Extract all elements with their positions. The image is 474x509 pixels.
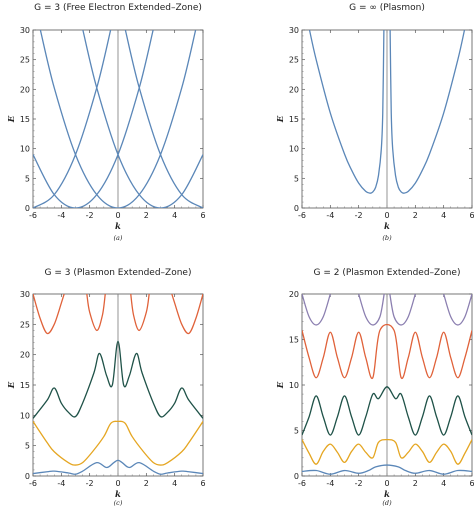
chart-panel-2: G = 3 (Plasmon Extended–Zone) -6 -4 -2 0 2 4 6 0… xyxy=(7,268,206,507)
y-tick-label: 15 xyxy=(20,115,30,124)
y-tick-label: 0 xyxy=(25,204,30,213)
series-line-2 xyxy=(302,386,472,436)
x-tick-label: -4 xyxy=(57,479,65,488)
series-line-1 xyxy=(33,30,154,208)
series-line-3 xyxy=(302,323,472,380)
chart-title: G = 3 (Free Electron Extended–Zone) xyxy=(34,3,202,13)
y-tick-label: 15 xyxy=(20,381,30,390)
y-tick-label: 10 xyxy=(289,145,299,154)
y-tick-label: 25 xyxy=(20,56,30,65)
series-line-6 xyxy=(389,294,416,326)
x-tick-label: -6 xyxy=(29,211,37,220)
y-tick-label: 5 xyxy=(294,174,299,183)
chart-title: G = 3 (Plasmon Extended–Zone) xyxy=(45,268,192,278)
series-line-7 xyxy=(443,294,472,326)
y-tick-label: 20 xyxy=(289,290,299,299)
chart-title: G = ∞ (Plasmon) xyxy=(349,3,425,13)
y-axis-label: E xyxy=(276,381,286,389)
x-tick-label: -6 xyxy=(298,479,306,488)
series-line-1 xyxy=(389,30,466,194)
x-tick-label: 4 xyxy=(441,211,446,220)
x-axis-label: k xyxy=(115,490,121,500)
x-tick-label: 4 xyxy=(172,211,177,220)
y-tick-label: 5 xyxy=(25,442,30,451)
chart-title: G = 2 (Plasmon Extended–Zone) xyxy=(314,268,461,278)
x-tick-label: 2 xyxy=(144,211,149,220)
y-tick-label: 30 xyxy=(20,26,30,35)
series-line-1 xyxy=(302,438,472,465)
y-tick-label: 30 xyxy=(289,26,299,35)
x-tick-label: 0 xyxy=(384,211,389,220)
x-tick-label: 0 xyxy=(384,479,389,488)
y-tick-label: 10 xyxy=(20,145,30,154)
series-line-2 xyxy=(33,340,203,419)
x-tick-label: 2 xyxy=(144,479,149,488)
chart-panel-3: G = 2 (Plasmon Extended–Zone) -6 -4 -2 0 2 4 6 0… xyxy=(276,268,474,507)
y-tick-label: 20 xyxy=(20,85,30,94)
x-tick-label: -4 xyxy=(326,211,334,220)
y-tick-label: 5 xyxy=(294,427,299,436)
x-tick-label: 2 xyxy=(413,479,418,488)
x-tick-label: 6 xyxy=(469,479,474,488)
series-line-3 xyxy=(33,294,65,335)
panel-caption: (c) xyxy=(114,499,123,507)
y-tick-label: 0 xyxy=(294,472,299,481)
x-axis-label: k xyxy=(384,222,390,232)
y-axis-label: E xyxy=(276,115,286,123)
y-tick-label: 10 xyxy=(20,411,30,420)
series-line-5 xyxy=(130,294,150,332)
y-tick-label: 0 xyxy=(25,472,30,481)
x-tick-label: 6 xyxy=(200,479,205,488)
y-tick-label: 0 xyxy=(294,204,299,213)
chart-panel-1: G = ∞ (Plasmon) -6 -4 -2 0 2 4 6 0 5 10 15 20 25 30 k E (… xyxy=(276,3,474,242)
y-tick-label: 15 xyxy=(289,336,299,345)
chart-panel-0: G = 3 (Free Electron Extended–Zone) -6 -4 -… xyxy=(7,3,206,242)
series-line-0 xyxy=(308,30,385,194)
x-axis-label: k xyxy=(115,222,121,232)
y-axis-label: E xyxy=(7,381,17,389)
y-tick-label: 30 xyxy=(20,290,30,299)
panel-caption: (b) xyxy=(382,234,392,242)
x-tick-label: -4 xyxy=(57,211,65,220)
x-tick-label: -2 xyxy=(86,211,94,220)
x-axis-label: k xyxy=(384,490,390,500)
series-line-4 xyxy=(302,294,331,326)
x-tick-label: 6 xyxy=(200,211,205,220)
series-line-4 xyxy=(86,294,106,332)
panel-caption: (d) xyxy=(382,499,392,507)
x-tick-label: 6 xyxy=(469,211,474,220)
x-tick-label: -2 xyxy=(355,479,363,488)
panel-caption: (a) xyxy=(114,234,123,242)
x-tick-label: 2 xyxy=(413,211,418,220)
series-line-2 xyxy=(39,30,197,208)
x-tick-label: 4 xyxy=(172,479,177,488)
series-line-5 xyxy=(358,294,385,326)
x-tick-label: -6 xyxy=(298,211,306,220)
x-tick-label: -2 xyxy=(86,479,94,488)
series-line-0 xyxy=(33,459,203,475)
series-line-3 xyxy=(82,30,203,208)
x-tick-label: 0 xyxy=(115,479,120,488)
series-line-0 xyxy=(302,464,472,475)
y-tick-label: 25 xyxy=(20,320,30,329)
y-tick-label: 10 xyxy=(289,381,299,390)
x-tick-label: 0 xyxy=(115,211,120,220)
y-tick-label: 15 xyxy=(289,115,299,124)
y-tick-label: 20 xyxy=(20,351,30,360)
y-tick-label: 5 xyxy=(25,174,30,183)
y-axis-label: E xyxy=(7,115,17,123)
series-line-1 xyxy=(33,420,203,466)
x-tick-label: -2 xyxy=(355,211,363,220)
series-line-0 xyxy=(33,30,112,208)
y-tick-label: 20 xyxy=(289,85,299,94)
series-line-6 xyxy=(171,294,203,335)
x-tick-label: -6 xyxy=(29,479,37,488)
series-line-4 xyxy=(124,30,203,208)
x-tick-label: 4 xyxy=(441,479,446,488)
x-tick-label: -4 xyxy=(326,479,334,488)
y-tick-label: 25 xyxy=(289,56,299,65)
